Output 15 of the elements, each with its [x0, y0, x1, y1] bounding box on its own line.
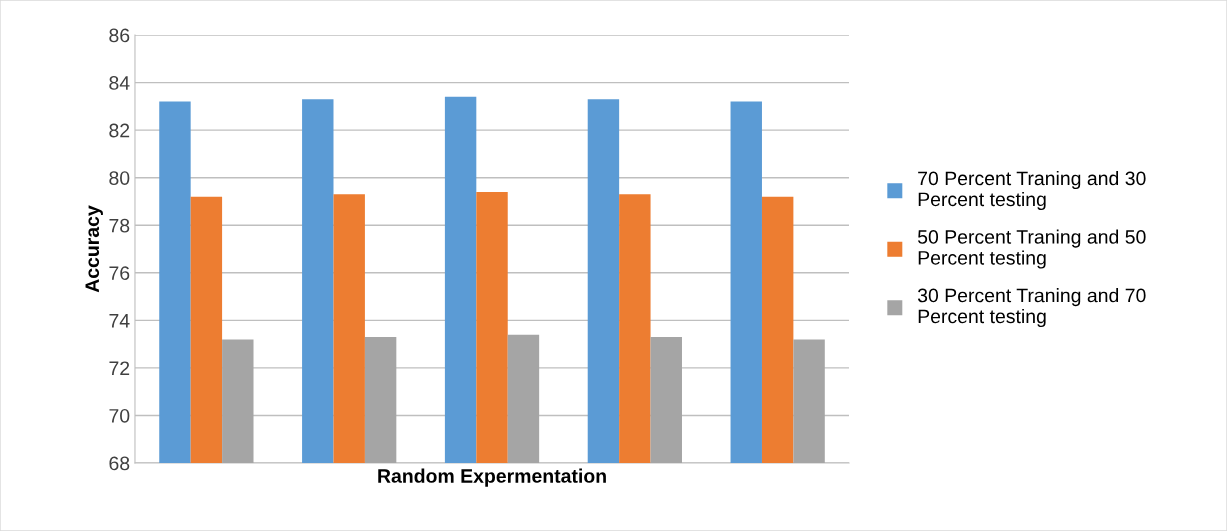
- y-tick-label: 82: [109, 123, 130, 138]
- y-tick-label: 76: [109, 266, 130, 281]
- y-tick-label: 78: [109, 218, 130, 233]
- legend-label: 70 Percent Traning and 30 Percent testing: [918, 170, 1146, 211]
- y-tick-label: 68: [109, 456, 130, 471]
- y-tick-label: 72: [109, 361, 130, 375]
- legend-label: 50 Percent Traning and 50 Percent testing: [917, 229, 1146, 269]
- y-tick-label: 70: [109, 408, 130, 423]
- y-tick-label: 86: [109, 28, 130, 43]
- y-tick-label: 74: [109, 314, 130, 328]
- y-tick-label: 80: [109, 171, 130, 185]
- y-axis-title: Accuracy: [85, 205, 103, 293]
- x-axis-title: Random Expermentation: [378, 468, 606, 487]
- legend-label: 30 Percent Traning and 70 Percent testing: [917, 288, 1146, 328]
- y-tick-label: 84: [109, 76, 130, 90]
